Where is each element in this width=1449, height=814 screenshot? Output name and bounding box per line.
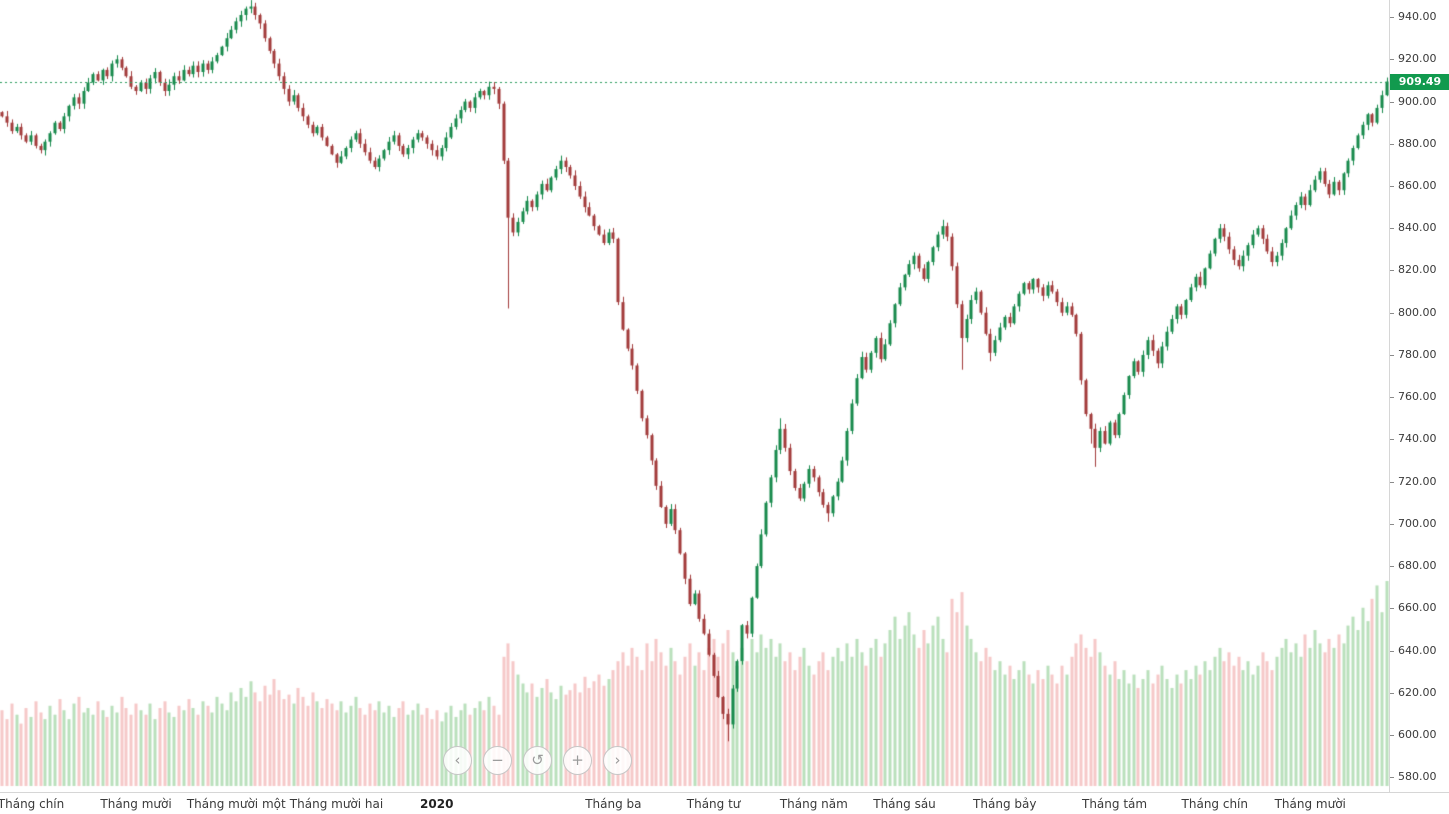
y-axis-tick: [1390, 777, 1394, 778]
y-axis-label: 640.00: [1398, 644, 1437, 657]
y-axis-tick: [1390, 102, 1394, 103]
x-axis-label: Tháng chín: [1181, 797, 1248, 811]
y-axis-tick: [1390, 270, 1394, 271]
y-axis-tick: [1390, 439, 1394, 440]
y-axis-label: 800.00: [1398, 306, 1437, 319]
y-axis-tick: [1390, 735, 1394, 736]
y-axis-label: 580.00: [1398, 770, 1437, 783]
x-axis-label: Tháng mười: [100, 797, 172, 811]
x-axis-label: Tháng sáu: [873, 797, 936, 811]
y-axis-label: 780.00: [1398, 348, 1437, 361]
y-axis-label: 900.00: [1398, 95, 1437, 108]
chart-nav-controls: ‹ − ↺ + ›: [443, 746, 632, 775]
y-axis-label: 740.00: [1398, 432, 1437, 445]
y-axis-label: 840.00: [1398, 221, 1437, 234]
y-axis-tick: [1390, 228, 1394, 229]
y-axis-label: 940.00: [1398, 10, 1437, 23]
y-axis-tick: [1390, 355, 1394, 356]
y-axis-tick: [1390, 608, 1394, 609]
x-axis-label: 2020: [420, 797, 454, 811]
y-axis-tick: [1390, 313, 1394, 314]
y-axis-tick: [1390, 482, 1394, 483]
price-chart-canvas[interactable]: [0, 0, 1389, 792]
y-axis-label: 700.00: [1398, 517, 1437, 530]
x-axis-label: Tháng tư: [686, 797, 741, 811]
y-axis-tick: [1390, 693, 1394, 694]
y-axis-label: 760.00: [1398, 390, 1437, 403]
chart-nav-zoom-in-button[interactable]: +: [563, 746, 592, 775]
y-axis-tick: [1390, 651, 1394, 652]
y-axis-tick: [1390, 524, 1394, 525]
x-axis-label: Tháng năm: [779, 797, 848, 811]
time-axis[interactable]: Tháng chín Tháng mười Tháng mười một Tháng …: [0, 792, 1449, 814]
y-axis-label: 880.00: [1398, 137, 1437, 150]
x-axis-label: Tháng bảy: [973, 797, 1037, 811]
y-axis-tick: [1390, 397, 1394, 398]
y-axis-label: 860.00: [1398, 179, 1437, 192]
y-axis-label: 620.00: [1398, 686, 1437, 699]
price-axis[interactable]: 909.49 940.00 920.00 900.00 880.00 860.00 840…: [1389, 0, 1449, 814]
y-axis-tick: [1390, 186, 1394, 187]
x-axis-label: Tháng mười: [1274, 797, 1346, 811]
y-axis-tick: [1390, 59, 1394, 60]
y-axis-label: 680.00: [1398, 559, 1437, 572]
chart-nav-pan-right-button[interactable]: ›: [603, 746, 632, 775]
y-axis-label: 720.00: [1398, 475, 1437, 488]
x-axis-label: Tháng chín: [0, 797, 65, 811]
y-axis-tick: [1390, 17, 1394, 18]
y-axis-tick: [1390, 144, 1394, 145]
y-axis-label: 820.00: [1398, 263, 1437, 276]
y-axis-tick: [1390, 566, 1394, 567]
x-axis-label: Tháng ba: [585, 797, 642, 811]
chart-nav-reset-zoom-button[interactable]: ↺: [523, 746, 552, 775]
chart-nav-zoom-out-button[interactable]: −: [483, 746, 512, 775]
chart-nav-pan-left-button[interactable]: ‹: [443, 746, 472, 775]
x-axis-label: Tháng mười một: [186, 797, 286, 811]
x-axis-label: Tháng mười hai: [289, 797, 384, 811]
y-axis-label: 600.00: [1398, 728, 1437, 741]
x-axis-label: Tháng tám: [1081, 797, 1148, 811]
current-price-badge: 909.49: [1390, 74, 1449, 90]
y-axis-label: 660.00: [1398, 601, 1437, 614]
y-axis-label: 920.00: [1398, 52, 1437, 65]
